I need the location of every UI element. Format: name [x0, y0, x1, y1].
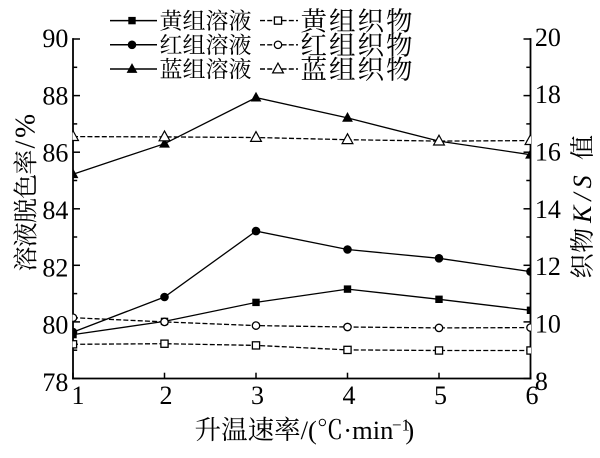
svg-text:−1: −1	[392, 416, 410, 435]
svg-text:14: 14	[535, 195, 561, 224]
svg-text:8: 8	[535, 367, 548, 396]
svg-text:10: 10	[535, 310, 561, 339]
svg-text:80: 80	[42, 311, 68, 340]
svg-text:/(: /(	[301, 415, 317, 445]
svg-text:/%: /%	[10, 111, 42, 148]
svg-text:4: 4	[343, 381, 356, 410]
svg-text:): )	[405, 415, 414, 445]
svg-text:1: 1	[72, 381, 85, 410]
svg-text:6: 6	[526, 381, 539, 410]
svg-text:88: 88	[42, 81, 68, 110]
svg-text:3: 3	[251, 381, 264, 410]
svg-text:84: 84	[42, 196, 68, 225]
svg-text:18: 18	[535, 80, 561, 109]
svg-text:12: 12	[535, 252, 561, 281]
svg-text:78: 78	[42, 368, 68, 397]
svg-text:90: 90	[42, 24, 68, 53]
svg-text:2: 2	[160, 381, 173, 410]
svg-text:K/S: K/S	[568, 170, 597, 224]
svg-text:82: 82	[42, 253, 68, 282]
svg-text:86: 86	[42, 139, 68, 168]
svg-text:5: 5	[434, 381, 447, 410]
svg-text:20: 20	[535, 23, 561, 52]
svg-text:16: 16	[535, 138, 561, 167]
svg-text:·min: ·min	[343, 415, 393, 445]
